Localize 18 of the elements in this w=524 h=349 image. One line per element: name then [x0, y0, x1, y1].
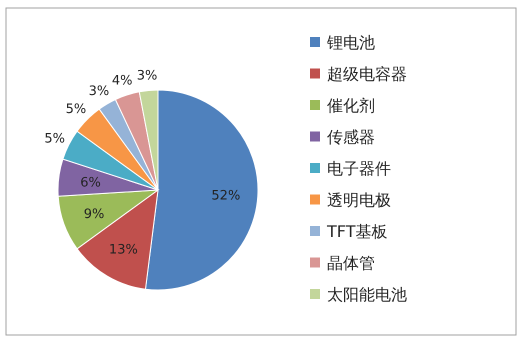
data-label: 6% [80, 175, 101, 190]
data-label: 4% [112, 74, 132, 89]
legend-label: TFT基板 [326, 222, 388, 241]
legend-label: 超级电容器 [327, 64, 407, 84]
legend-label: 电子器件 [327, 159, 391, 178]
legend-label: 传感器 [327, 128, 375, 146]
legend-label: 透明电极 [327, 190, 391, 210]
data-label: 3% [88, 84, 110, 100]
data-label: 52% [211, 188, 240, 204]
legend-label: 太阳能电池 [327, 285, 407, 304]
data-label: 13% [108, 242, 138, 258]
legend-label: 催化剂 [327, 96, 375, 115]
data-label: 9% [84, 207, 104, 222]
data-label: 5% [44, 131, 65, 146]
legend-label: 晶体管 [327, 254, 375, 272]
legend-label: 锂电池 [326, 33, 375, 52]
data-label: 3% [136, 68, 158, 84]
data-label: 5% [66, 102, 86, 117]
